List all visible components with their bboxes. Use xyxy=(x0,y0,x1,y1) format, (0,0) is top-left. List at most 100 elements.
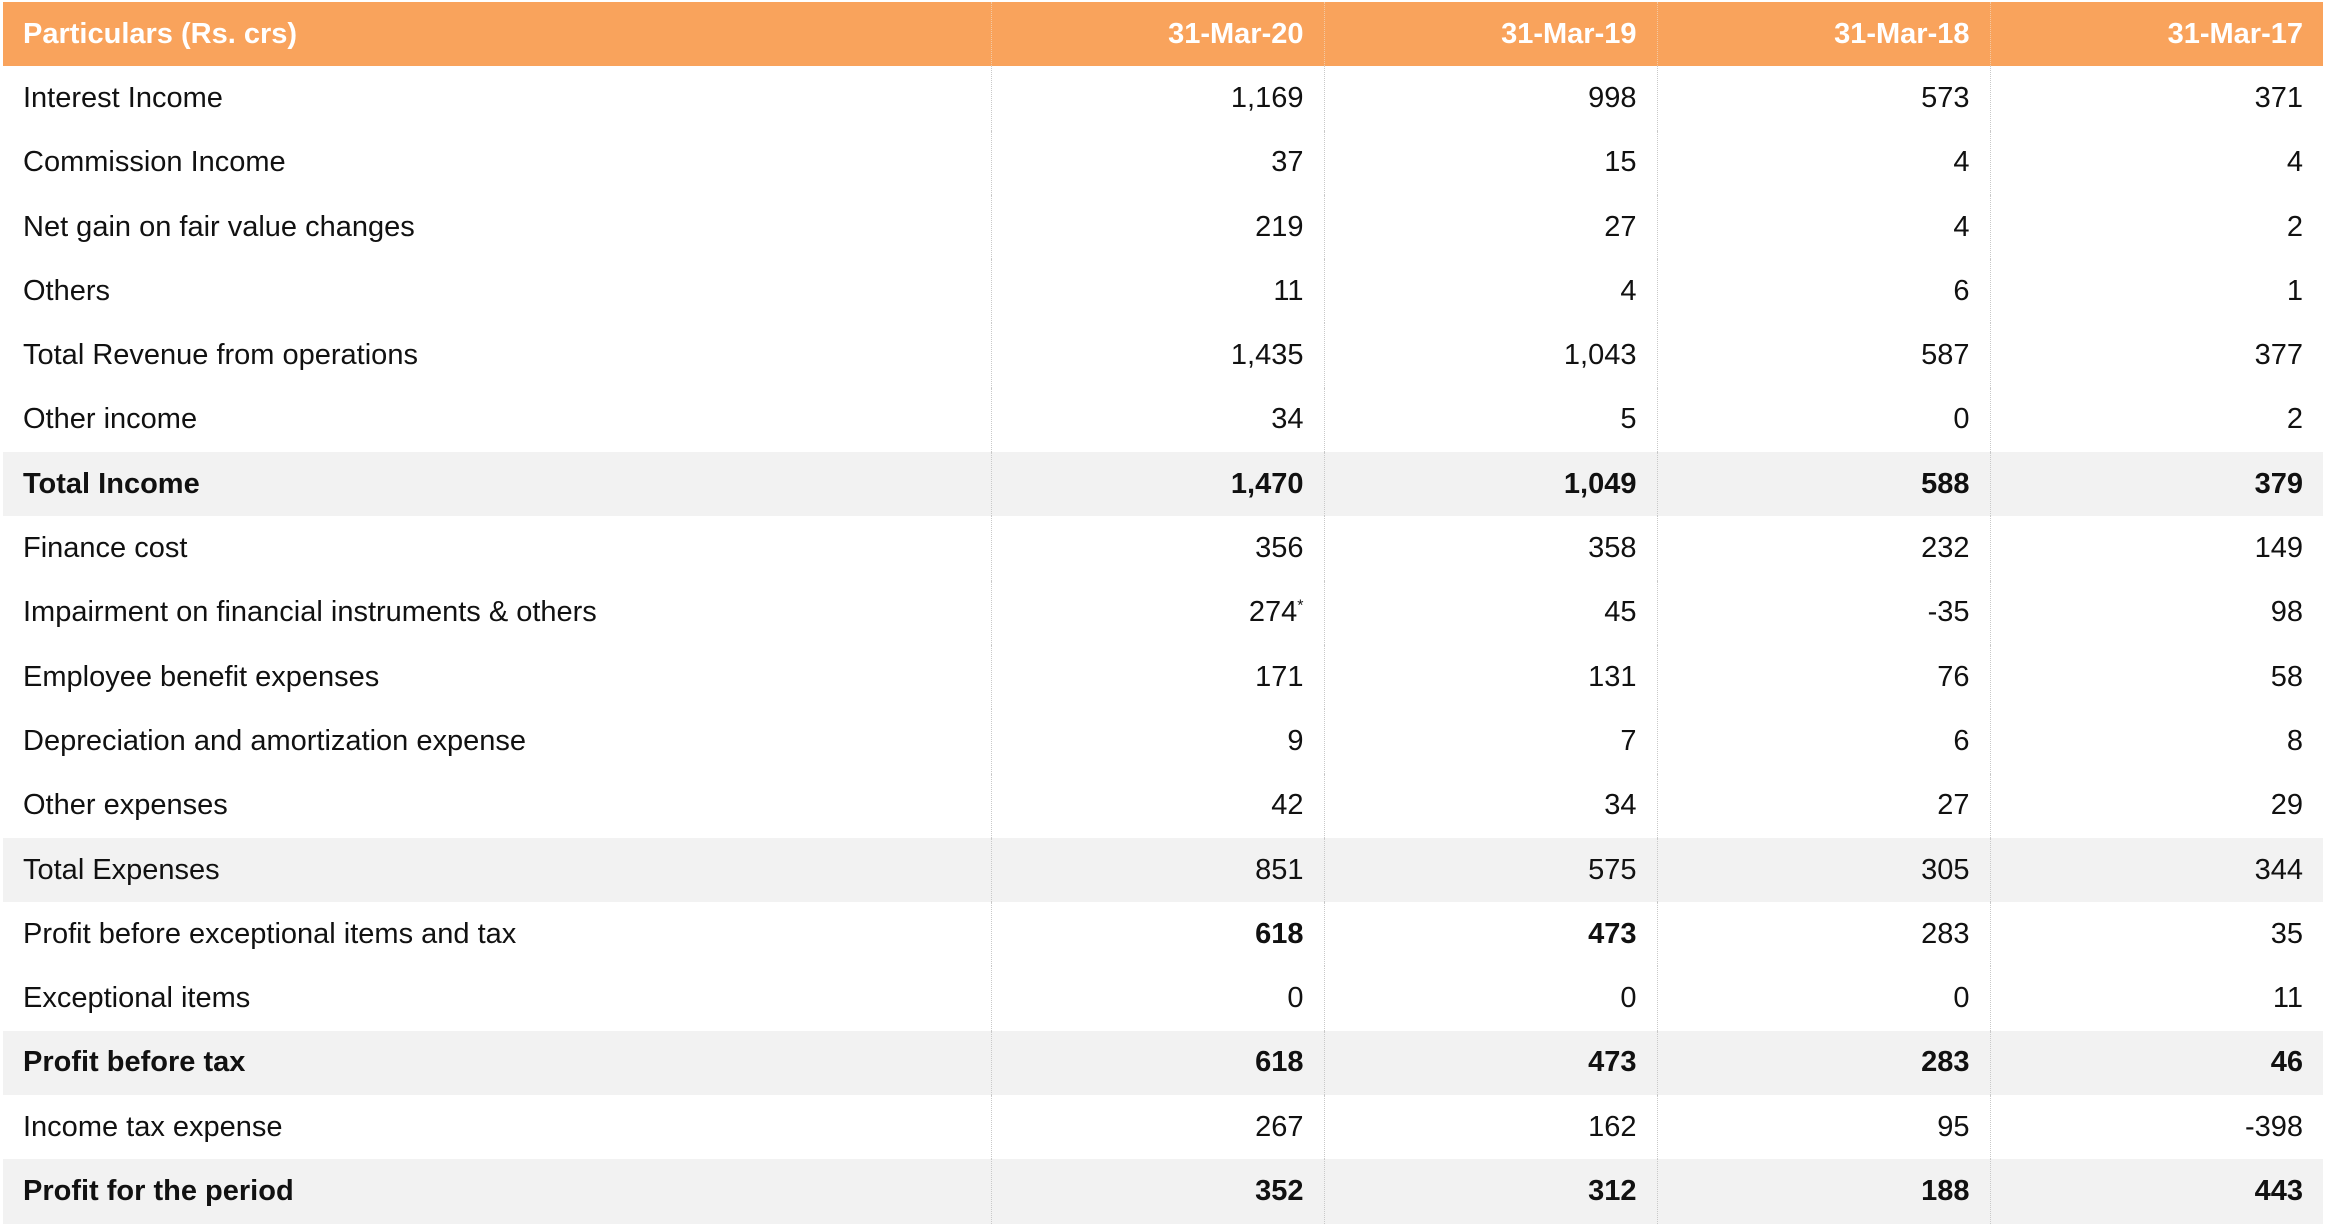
value-cell: 131 xyxy=(1323,644,1657,710)
value-text: 377 xyxy=(2254,339,2303,372)
value-text: 232 xyxy=(1921,532,1970,565)
value-cell: 851 xyxy=(990,837,1324,903)
row-label: Other income xyxy=(23,403,198,436)
value-text: 998 xyxy=(1588,81,1637,114)
value-cell: 7 xyxy=(1323,709,1657,774)
value-cell: 312 xyxy=(1323,1159,1657,1224)
value-cell: 34 xyxy=(990,387,1324,453)
value-cell: 274* xyxy=(990,580,1324,645)
value-text: 8 xyxy=(2286,724,2303,757)
table-row: Profit before exceptional items and tax 6… xyxy=(3,902,2323,967)
value-text: 851 xyxy=(1255,853,1304,886)
value-text: 0 xyxy=(1287,982,1304,1015)
table-row: Total Income 1,470 1,049 588 379 xyxy=(3,452,2323,517)
value-cell: 352 xyxy=(990,1159,1324,1224)
value-text: 149 xyxy=(2254,532,2303,565)
column-header-particulars: Particulars (Rs. crs) xyxy=(3,2,991,67)
value-text: 11 xyxy=(1273,274,1304,307)
table-row: Impairment on financial instruments & ot… xyxy=(3,580,2323,645)
value-cell: 95 xyxy=(1656,1095,1990,1160)
value-text: 4 xyxy=(1620,274,1637,307)
value-cell: 98 xyxy=(1989,580,2323,645)
value-cell: 2 xyxy=(1989,387,2323,453)
table-row: Depreciation and amortization expense 9 7 6… xyxy=(3,709,2323,774)
value-cell: 0 xyxy=(1323,966,1657,1031)
value-text: 46 xyxy=(2270,1046,2303,1079)
table-row: Net gain on fair value changes 219 27 4 2 xyxy=(3,194,2323,260)
value-text: 1,169 xyxy=(1230,81,1304,114)
value-cell: 15 xyxy=(1323,130,1657,195)
table-header-row: Particulars (Rs. crs) 31-Mar-20 31-Mar-1… xyxy=(3,2,2323,67)
value-cell: 58 xyxy=(1989,644,2323,710)
value-cell: 358 xyxy=(1323,516,1657,581)
row-label: Profit before exceptional items and tax xyxy=(23,917,517,950)
row-label: Other expenses xyxy=(23,789,228,822)
value-cell: 344 xyxy=(1989,837,2323,903)
value-text: 0 xyxy=(1620,982,1637,1015)
value-text: 219 xyxy=(1255,210,1304,243)
row-label: Total Income xyxy=(3,452,991,517)
value-cell: 5 xyxy=(1323,387,1657,453)
row-label: Others xyxy=(23,274,111,307)
value-text: 45 xyxy=(1604,596,1637,629)
value-cell: 42 xyxy=(990,773,1324,838)
value-cell: 1,435 xyxy=(990,323,1324,388)
value-text: 618 xyxy=(1255,1046,1304,1079)
value-text: 443 xyxy=(2254,1174,2303,1207)
value-text: 305 xyxy=(1921,853,1970,886)
row-label: Profit before tax xyxy=(3,1030,991,1096)
value-cell: 573 xyxy=(1656,66,1990,131)
value-cell: 283 xyxy=(1656,1030,1990,1096)
value-cell: 27 xyxy=(1656,773,1990,838)
value-cell: 1,470 xyxy=(990,452,1324,517)
value-text: 371 xyxy=(2254,81,2303,114)
value-cell: 162 xyxy=(1323,1095,1657,1160)
value-text: 473 xyxy=(1588,1046,1637,1079)
value-text: 131 xyxy=(1588,660,1637,693)
value-cell: 34 xyxy=(1323,773,1657,838)
value-text: 587 xyxy=(1921,339,1970,372)
value-cell: 998 xyxy=(1323,66,1657,131)
row-label: Income tax expense xyxy=(23,1110,283,1143)
value-text: 379 xyxy=(2254,467,2303,500)
value-cell: 371 xyxy=(1989,66,2323,131)
value-cell: 1,169 xyxy=(990,66,1324,131)
value-text: 473 xyxy=(1588,917,1637,950)
value-cell: 473 xyxy=(1323,1030,1657,1096)
value-cell: 1 xyxy=(1989,259,2323,324)
value-text: 29 xyxy=(2270,789,2303,822)
row-label: Net gain on fair value changes xyxy=(23,210,415,243)
table-row: Employee benefit expenses 171 131 76 58 xyxy=(3,644,2323,710)
value-cell: -398 xyxy=(1989,1095,2323,1160)
value-cell: 29 xyxy=(1989,773,2323,838)
value-cell: 219 xyxy=(990,194,1324,260)
value-cell: 1,043 xyxy=(1323,323,1657,388)
value-text: 95 xyxy=(1937,1110,1970,1143)
value-text: 588 xyxy=(1921,467,1970,500)
table-row: Finance cost 356 358 232 149 xyxy=(3,516,2323,581)
value-cell: 4 xyxy=(1323,259,1657,324)
value-cell: 305 xyxy=(1656,837,1990,903)
column-header-mar-20: 31-Mar-20 xyxy=(990,2,1324,67)
value-cell: 443 xyxy=(1989,1159,2323,1224)
value-text: 34 xyxy=(1271,403,1304,436)
value-text: 98 xyxy=(2270,596,2303,629)
value-text: 0 xyxy=(1953,982,1970,1015)
value-text: 162 xyxy=(1588,1110,1637,1143)
table-row: Exceptional items 0 0 0 11 xyxy=(3,966,2323,1031)
value-text: 0 xyxy=(1953,403,1970,436)
value-text: 274 xyxy=(1248,596,1298,629)
value-cell: 171 xyxy=(990,644,1324,710)
value-text: 283 xyxy=(1921,917,1970,950)
value-cell: 283 xyxy=(1656,902,1990,967)
value-cell: 6 xyxy=(1656,709,1990,774)
value-cell: 587 xyxy=(1656,323,1990,388)
table-row: Total Expenses 851 575 305 344 xyxy=(3,837,2323,903)
row-label: Depreciation and amortization expense xyxy=(23,724,526,757)
table-row: Total Revenue from operations 1,435 1,043 5… xyxy=(3,323,2323,388)
value-text: 11 xyxy=(2272,982,2303,1015)
value-cell: 0 xyxy=(1656,387,1990,453)
row-label: Total Revenue from operations xyxy=(23,339,418,372)
value-text: 42 xyxy=(1271,789,1304,822)
value-cell: 473 xyxy=(1323,902,1657,967)
